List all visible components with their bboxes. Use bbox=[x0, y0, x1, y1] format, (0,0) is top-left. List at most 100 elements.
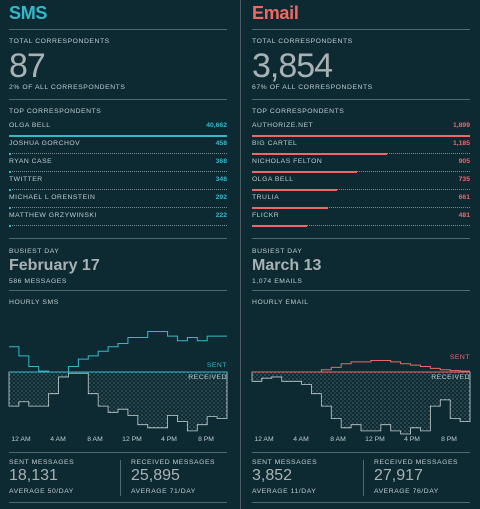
share-bar bbox=[252, 135, 470, 137]
correspondent-name: JOSHUA GORCHOV bbox=[9, 140, 81, 147]
received-messages-value: 27,917 bbox=[374, 467, 423, 484]
correspondent-count: 481 bbox=[458, 212, 470, 219]
received-series-label: RECEIVED bbox=[188, 374, 227, 381]
x-tick: 12 AM bbox=[254, 436, 274, 443]
correspondent-count: 905 bbox=[458, 158, 470, 165]
correspondent-count: 222 bbox=[215, 212, 227, 219]
sent-messages-average: AVERAGE 50/DAY bbox=[9, 488, 74, 495]
stats-separator bbox=[363, 460, 364, 496]
x-tick: 12 AM bbox=[11, 436, 31, 443]
x-tick: 4 AM bbox=[293, 436, 309, 443]
divider bbox=[252, 99, 470, 100]
correspondent-row[interactable]: JOSHUA GORCHOV 458 bbox=[9, 138, 227, 156]
received-series-area bbox=[251, 371, 471, 435]
share-bar bbox=[252, 171, 357, 173]
stats-separator bbox=[120, 460, 121, 496]
sent-messages-label: SENT MESSAGES bbox=[9, 459, 75, 466]
sent-series-label: SENT bbox=[449, 354, 470, 361]
total-correspondents-label: TOTAL CORRESPONDENTS bbox=[9, 38, 110, 45]
top-correspondents-label: TOP CORRESPONDENTS bbox=[9, 108, 102, 115]
correspondent-name: MATTHEW GRZYWINSKI bbox=[9, 212, 97, 219]
divider bbox=[9, 502, 227, 503]
correspondent-row[interactable]: OLGA BELL 40,662 bbox=[9, 120, 227, 138]
x-tick: 12 PM bbox=[122, 436, 142, 443]
x-tick: 4 PM bbox=[161, 436, 177, 443]
correspondent-name: OLGA BELL bbox=[252, 176, 294, 183]
hourly-sms-chart bbox=[8, 331, 228, 432]
correspondent-count: 348 bbox=[215, 176, 227, 183]
x-axis-ticks: 12 AM 4 AM 8 AM 12 PM 4 PM 8 PM bbox=[252, 436, 470, 446]
share-bar bbox=[9, 171, 11, 173]
hourly-chart-title: HOURLY EMAIL bbox=[252, 299, 309, 306]
busiest-day-date: February 17 bbox=[9, 257, 100, 274]
received-series-label: RECEIVED bbox=[431, 374, 470, 381]
sent-series-label: SENT bbox=[206, 362, 227, 369]
correspondent-row[interactable]: TWITTER 348 bbox=[9, 174, 227, 192]
correspondent-row[interactable]: TRULIA 661 bbox=[252, 192, 470, 210]
correspondent-name: NICHOLAS FELTON bbox=[252, 158, 323, 165]
correspondent-name: OLGA BELL bbox=[9, 122, 51, 129]
sent-messages-value: 18,131 bbox=[9, 467, 58, 484]
correspondent-count: 292 bbox=[215, 194, 227, 201]
correspondent-name: AUTHORIZE.NET bbox=[252, 122, 314, 129]
correspondent-count: 40,662 bbox=[206, 122, 227, 129]
total-correspondents-value: 87 bbox=[9, 47, 46, 85]
sent-series-line bbox=[9, 331, 227, 373]
sent-messages-average: AVERAGE 11/DAY bbox=[252, 488, 317, 495]
correspondent-row[interactable]: MICHAEL L ORENSTEIN 292 bbox=[9, 192, 227, 210]
share-bar bbox=[9, 189, 11, 191]
correspondent-row[interactable]: MATTHEW GRZYWINSKI 222 bbox=[9, 210, 227, 228]
total-correspondents-label: TOTAL CORRESPONDENTS bbox=[252, 38, 353, 45]
correspondent-count: 368 bbox=[215, 158, 227, 165]
divider bbox=[252, 290, 470, 291]
sent-messages-label: SENT MESSAGES bbox=[252, 459, 318, 466]
divider bbox=[9, 238, 227, 239]
sms-title: SMS bbox=[9, 3, 48, 23]
x-tick: 8 PM bbox=[441, 436, 457, 443]
correspondent-row[interactable]: AUTHORIZE.NET 1,899 bbox=[252, 120, 470, 138]
row-rule bbox=[9, 171, 227, 172]
total-correspondents-percent: 2% OF ALL CORRESPONDENTS bbox=[9, 84, 126, 91]
row-rule bbox=[252, 189, 470, 190]
row-rule bbox=[9, 189, 227, 190]
row-rule bbox=[252, 171, 470, 172]
correspondent-name: MICHAEL L ORENSTEIN bbox=[9, 194, 96, 201]
correspondent-row[interactable]: FLICKR 481 bbox=[252, 210, 470, 228]
x-tick: 4 PM bbox=[404, 436, 420, 443]
correspondent-name: FLICKR bbox=[252, 212, 280, 219]
row-rule bbox=[9, 153, 227, 154]
divider bbox=[9, 290, 227, 291]
busiest-day-count: 586 MESSAGES bbox=[9, 278, 67, 285]
divider bbox=[252, 502, 470, 503]
received-messages-value: 25,895 bbox=[131, 467, 180, 484]
received-series-area bbox=[8, 371, 228, 432]
received-messages-average: AVERAGE 71/DAY bbox=[131, 488, 196, 495]
correspondent-count: 1,185 bbox=[452, 140, 470, 147]
x-tick: 8 AM bbox=[330, 436, 346, 443]
divider bbox=[9, 452, 227, 453]
correspondent-row[interactable]: RYAN CASE 368 bbox=[9, 156, 227, 174]
correspondent-count: 735 bbox=[458, 176, 470, 183]
share-bar bbox=[9, 225, 11, 227]
share-bar bbox=[252, 225, 307, 227]
busiest-day-count: 1,074 EMAILS bbox=[252, 278, 303, 285]
top-correspondents-label: TOP CORRESPONDENTS bbox=[252, 108, 345, 115]
busiest-day-date: March 13 bbox=[252, 257, 322, 274]
sms-panel: SMS TOTAL CORRESPONDENTS 87 2% OF ALL CO… bbox=[8, 0, 237, 509]
correspondent-name: BIG CARTEL bbox=[252, 140, 298, 147]
x-tick: 4 AM bbox=[50, 436, 66, 443]
correspondent-row[interactable]: OLGA BELL 735 bbox=[252, 174, 470, 192]
correspondent-row[interactable]: BIG CARTEL 1,185 bbox=[252, 138, 470, 156]
busiest-day-label: BUSIEST DAY bbox=[9, 248, 60, 255]
correspondent-row[interactable]: NICHOLAS FELTON 905 bbox=[252, 156, 470, 174]
email-panel: Email TOTAL CORRESPONDENTS 3,854 67% OF … bbox=[251, 0, 480, 509]
total-correspondents-value: 3,854 bbox=[252, 47, 333, 85]
divider bbox=[252, 452, 470, 453]
correspondent-name: TRULIA bbox=[252, 194, 280, 201]
correspondent-count: 1,899 bbox=[452, 122, 470, 129]
divider bbox=[9, 99, 227, 100]
row-rule bbox=[9, 225, 227, 226]
x-tick: 12 PM bbox=[365, 436, 385, 443]
email-title: Email bbox=[252, 3, 299, 23]
share-bar bbox=[9, 207, 11, 209]
